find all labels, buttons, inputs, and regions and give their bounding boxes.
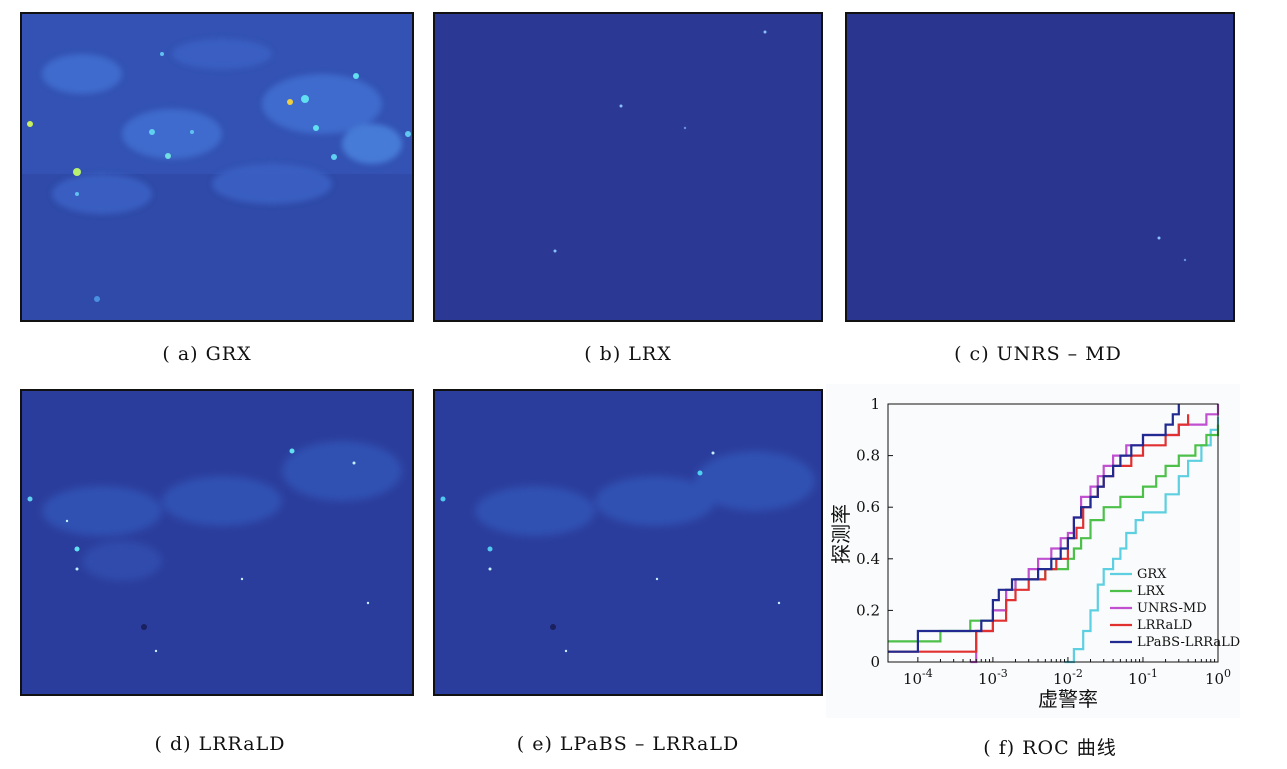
y-tick-label: 0 <box>870 653 880 671</box>
y-tick-label: 1 <box>870 395 880 413</box>
caption-a: ( a) GRX <box>162 343 252 365</box>
x-tick-label: 100 <box>1205 667 1231 688</box>
y-tick-label: 0.6 <box>856 498 880 516</box>
panel-e-lpabs-lrrald-map <box>433 389 823 696</box>
roc-ylabel: 探测率 <box>829 504 853 564</box>
caption-c: ( c) UNRS – MD <box>954 343 1122 365</box>
panel-b-lrx-map <box>433 12 823 322</box>
y-tick-label: 0.4 <box>856 550 880 568</box>
x-tick-label: 10-2 <box>1053 667 1083 688</box>
panel-d-lrrald-map <box>20 389 414 696</box>
caption-f: ( f) ROC 曲线 <box>983 737 1117 759</box>
legend-label: UNRS-MD <box>1137 601 1207 616</box>
panel-a-grx-map <box>20 12 414 322</box>
roc-chart: 0 0.2 0.4 0.6 0.8 1 10-4 10-3 10-2 10-1 100 虚警率 探测… <box>826 384 1240 718</box>
grx-detection-map <box>22 14 412 320</box>
legend-label: LRX <box>1137 584 1165 599</box>
unrs-md-detection-map <box>847 14 1233 320</box>
caption-e: ( e) LPaBS – LRRaLD <box>516 733 740 755</box>
roc-xlabel: 虚警率 <box>1038 687 1098 711</box>
x-tick-label: 10-1 <box>1128 667 1158 688</box>
roc-legend: GRX LRX UNRS-MD LRRaLD LPaBS-LRRaLD <box>1110 567 1240 650</box>
panel-c-unrs-md-map <box>845 12 1235 322</box>
lrx-detection-map <box>435 14 821 320</box>
x-tick-label: 10-3 <box>978 667 1008 688</box>
roc-series-grx <box>1064 416 1220 664</box>
roc-axes-frame <box>887 403 1219 663</box>
y-tick-label: 0.8 <box>856 447 880 465</box>
legend-label: LRRaLD <box>1137 618 1192 633</box>
roc-series-lrrald <box>888 414 1190 653</box>
legend-label: LPaBS-LRRaLD <box>1137 635 1240 650</box>
lrrald-detection-map <box>22 391 412 694</box>
caption-d: ( d) LRRaLD <box>154 733 286 755</box>
x-tick-label: 10-4 <box>903 667 933 688</box>
lpabs-lrrald-detection-map <box>435 391 821 694</box>
legend-label: GRX <box>1137 567 1167 582</box>
roc-series-lpabs-lrrald <box>888 404 1180 653</box>
caption-b: ( b) LRX <box>584 343 672 365</box>
roc-chart-svg: 0 0.2 0.4 0.6 0.8 1 10-4 10-3 10-2 10-1 100 虚警率 探测… <box>826 384 1240 718</box>
y-tick-label: 0.2 <box>856 601 880 619</box>
